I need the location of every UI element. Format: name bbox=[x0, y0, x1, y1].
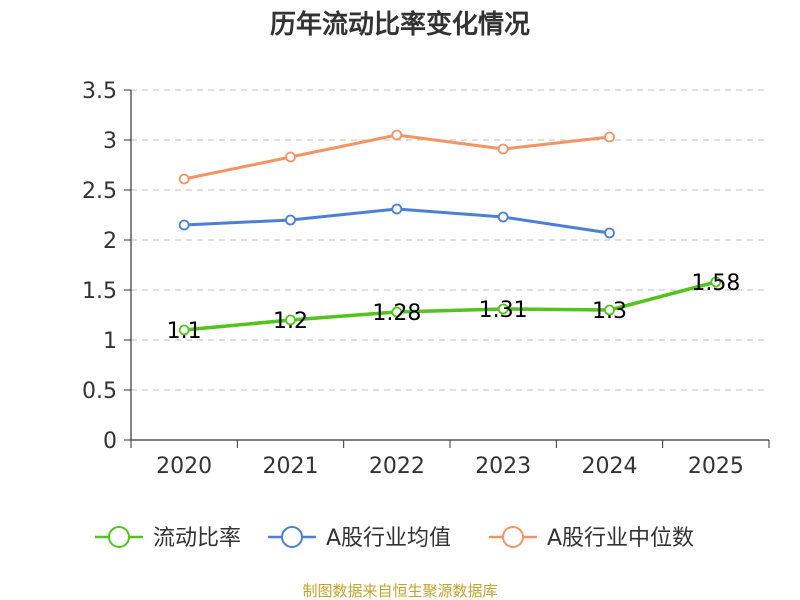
series-group bbox=[178, 129, 722, 336]
grid bbox=[131, 89, 769, 391]
legend-label: 流动比率 bbox=[153, 526, 241, 551]
data-point[interactable] bbox=[285, 151, 296, 163]
data-point[interactable] bbox=[391, 203, 403, 215]
x-tick-label: 2025 bbox=[688, 454, 744, 479]
source-note: 制图数据来自恒生聚源数据库 bbox=[302, 582, 497, 600]
data-point[interactable] bbox=[604, 304, 615, 316]
data-label: 1.58 bbox=[691, 271, 740, 296]
y-tick-label: 0 bbox=[103, 429, 117, 454]
x-tick-label: 2020 bbox=[156, 454, 212, 479]
data-label: 1.1 bbox=[167, 319, 202, 344]
legend-marker bbox=[108, 526, 130, 548]
legend-label: A股行业中位数 bbox=[547, 526, 694, 551]
data-label: 1.3 bbox=[592, 299, 627, 324]
chart-title: 历年流动比率变化情况 bbox=[270, 9, 530, 40]
y-tick-label: 2 bbox=[103, 229, 117, 254]
x-tick-label: 2021 bbox=[263, 454, 319, 479]
x-tick-label: 2022 bbox=[369, 454, 425, 479]
data-point[interactable] bbox=[710, 276, 722, 288]
data-point[interactable] bbox=[604, 227, 615, 239]
y-tick-label: 3.5 bbox=[82, 79, 117, 104]
series-1 bbox=[178, 203, 615, 239]
legend-marker bbox=[502, 526, 524, 548]
data-label: 1.28 bbox=[372, 301, 421, 326]
data-point[interactable] bbox=[178, 324, 190, 336]
data-point[interactable] bbox=[391, 129, 403, 141]
legend-marker bbox=[281, 526, 303, 548]
data-label: 1.2 bbox=[273, 309, 308, 334]
data-point[interactable] bbox=[497, 211, 509, 223]
legend-item[interactable]: 流动比率 bbox=[95, 526, 241, 551]
x-tick-label: 2024 bbox=[582, 454, 638, 479]
y-tick-label: 2.5 bbox=[82, 179, 117, 204]
series-0 bbox=[178, 276, 722, 336]
legend-label: A股行业均值 bbox=[326, 526, 451, 551]
y-tick-label: 1.5 bbox=[82, 279, 117, 304]
series-line bbox=[183, 133, 610, 181]
legend: 流动比率 A股行业均值 A股行业中位数 bbox=[95, 526, 694, 551]
data-labels: 1.1 1.2 1.28 1.31 1.3 1.58 bbox=[167, 271, 741, 344]
series-2 bbox=[178, 129, 615, 185]
data-point[interactable] bbox=[391, 306, 403, 318]
y-tick-label: 0.5 bbox=[82, 379, 117, 404]
legend-item[interactable]: A股行业中位数 bbox=[489, 526, 694, 551]
y-tick-label: 1 bbox=[103, 329, 117, 354]
series-line bbox=[184, 280, 717, 332]
data-point[interactable] bbox=[497, 143, 509, 155]
data-point[interactable] bbox=[604, 131, 615, 143]
axes: 0 0.5 1 1.5 2 2.5 3 3.5 2020 2021 2022 2023 2024 2025 bbox=[82, 79, 770, 479]
data-point[interactable] bbox=[285, 214, 296, 226]
data-point[interactable] bbox=[497, 303, 509, 315]
x-tick-label: 2023 bbox=[475, 454, 531, 479]
legend-item[interactable]: A股行业均值 bbox=[268, 526, 451, 551]
y-tick-label: 3 bbox=[103, 129, 117, 154]
data-point[interactable] bbox=[285, 314, 296, 326]
data-label: 1.31 bbox=[479, 298, 528, 323]
data-point[interactable] bbox=[178, 219, 190, 231]
data-point[interactable] bbox=[178, 173, 190, 185]
